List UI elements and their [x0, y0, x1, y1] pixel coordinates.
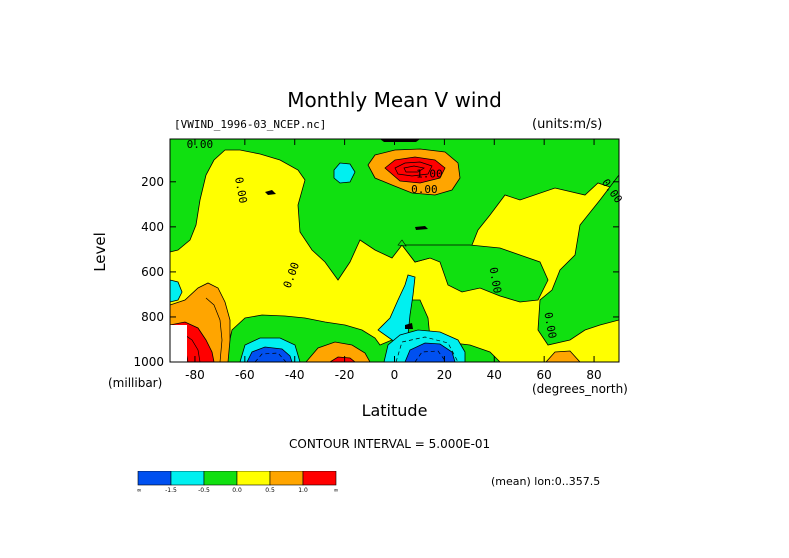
colorbar-tick-label: -1.5	[165, 487, 177, 494]
colorbar-tick-label: -∞	[137, 487, 142, 494]
region-orange-right	[545, 350, 581, 362]
contour-label: 1.00	[416, 167, 443, 180]
colorbar-tick-label: 0.0	[232, 487, 242, 494]
x-tick-label: 0	[391, 368, 399, 382]
y-tick-label: 800	[141, 310, 164, 324]
region-orange-bottom	[305, 341, 371, 362]
colorbar-swatch	[137, 471, 172, 486]
averaging-label: (mean) lon:0..357.5	[491, 475, 601, 488]
x-tick-label: 60	[537, 368, 552, 382]
x-tick-label: -60	[235, 368, 255, 382]
region-green-mid	[401, 244, 549, 303]
colorbar-tick-label: 1.0	[298, 487, 308, 494]
x-axis-ticks: -80 -60 -40 -20 0 20 40 60 80	[185, 139, 602, 382]
contour-field	[170, 139, 619, 362]
x-tick-label: 80	[586, 368, 601, 382]
colorbar-swatch	[236, 471, 271, 486]
region-green-upper	[170, 139, 619, 281]
x-axis-label: Latitude	[361, 401, 428, 420]
y-axis-ticks: 200 400 600 800 1000	[133, 175, 619, 369]
colorbar-swatch	[170, 471, 205, 486]
y-tick-label: 1000	[133, 355, 164, 369]
contour-label: 0.00	[232, 176, 249, 204]
colorbar-legend: -∞ -1.5 -0.5 0.0 0.5 1.0 ∞	[137, 471, 339, 494]
x-tick-label: -20	[335, 368, 355, 382]
colorbar-swatch	[302, 471, 337, 486]
colorbar-tick-label: 0.5	[265, 487, 275, 494]
dataset-label: [VWIND_1996-03_NCEP.nc]	[174, 118, 327, 131]
region-red-upper	[384, 156, 446, 184]
contour-label: 0.00	[541, 311, 558, 339]
small-feature	[265, 190, 276, 195]
x-tick-label: 40	[487, 368, 502, 382]
y-axis-units: (millibar)	[108, 376, 163, 390]
missing-data-area	[170, 325, 187, 362]
region-red-bottom	[329, 356, 356, 362]
contour-label: 0.00	[411, 183, 438, 196]
colorbar-swatch	[269, 471, 304, 486]
x-tick-label: -40	[285, 368, 305, 382]
x-tick-label: -80	[185, 368, 205, 382]
region-green-right	[537, 174, 619, 346]
chart-title: Monthly Mean V wind	[287, 88, 502, 112]
contour-label: 0.00	[187, 138, 214, 151]
y-tick-label: 200	[141, 175, 164, 189]
units-label: (units:m/s)	[532, 117, 603, 132]
colorbar-tick-label: -0.5	[198, 487, 210, 494]
x-tick-label: 20	[437, 368, 452, 382]
colorbar-tick-label: ∞	[334, 487, 339, 494]
y-tick-label: 600	[141, 265, 164, 279]
colorbar-swatch	[203, 471, 238, 486]
region-cyan-upper	[333, 162, 356, 184]
contour-interval-label: CONTOUR INTERVAL = 5.000E-01	[289, 437, 491, 451]
region-cyan-edge	[170, 279, 183, 303]
region-blue-left	[246, 346, 293, 362]
x-axis-units: (degrees_north)	[532, 382, 628, 396]
y-tick-label: 400	[141, 220, 164, 234]
contour-label: 0.00	[487, 266, 504, 294]
